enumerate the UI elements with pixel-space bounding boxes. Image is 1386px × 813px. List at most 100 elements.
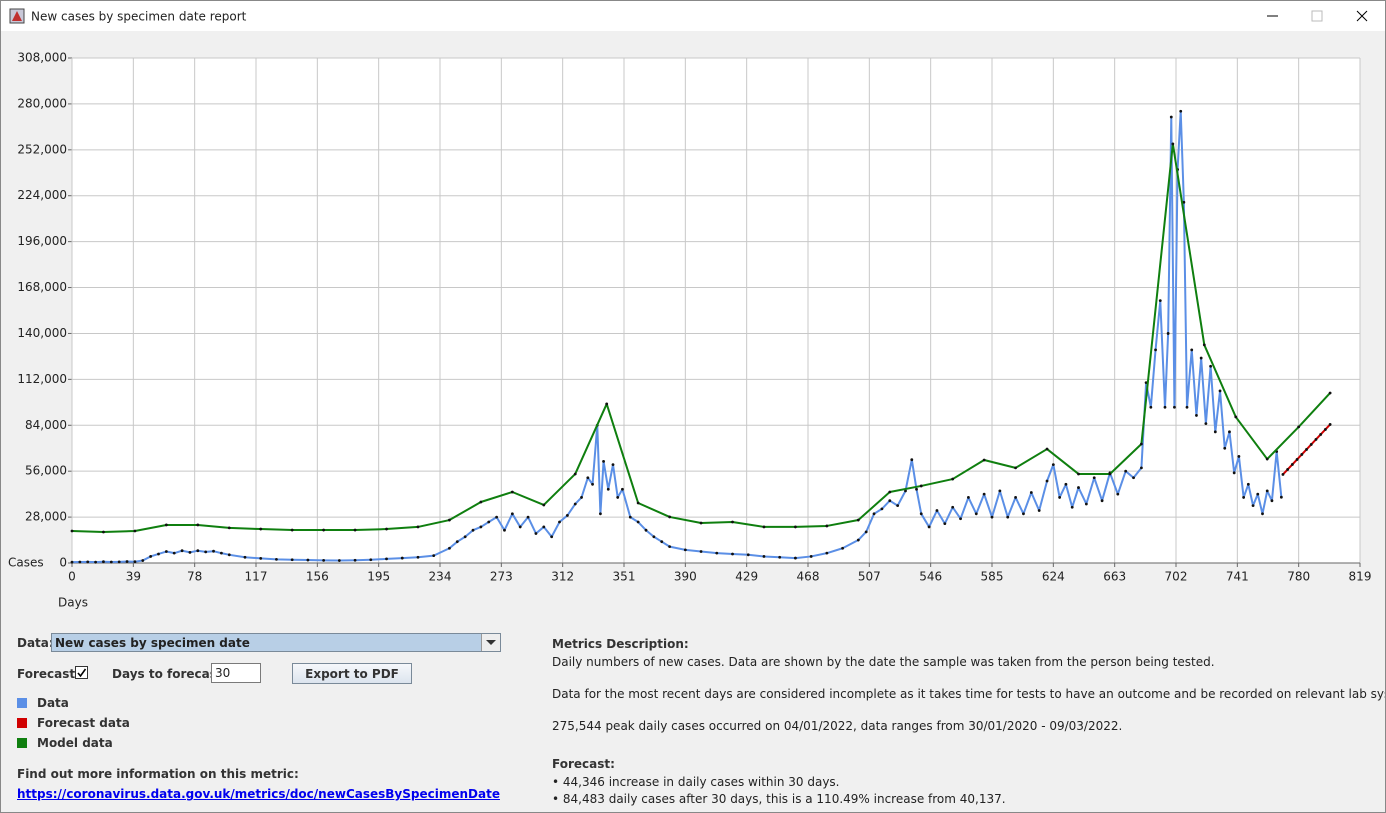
data-point xyxy=(1140,466,1143,470)
data-point xyxy=(1158,299,1162,303)
plot-area xyxy=(72,58,1360,563)
data-point xyxy=(856,518,860,522)
data-point xyxy=(573,472,577,476)
data-point xyxy=(204,550,208,554)
legend-label: Model data xyxy=(37,736,113,750)
data-point xyxy=(1058,496,1062,499)
data-point xyxy=(1154,348,1157,352)
data-point xyxy=(220,551,223,555)
x-tick-label: 507 xyxy=(858,570,881,584)
data-point xyxy=(259,557,263,560)
legend-swatch xyxy=(17,698,27,708)
data-point xyxy=(1202,343,1206,347)
data-point xyxy=(1045,479,1049,483)
data-point xyxy=(1242,496,1246,499)
data-point xyxy=(322,558,326,562)
forecast-heading: Forecast: xyxy=(552,757,615,771)
data-point xyxy=(212,549,215,553)
data-point xyxy=(1166,332,1170,335)
data-point xyxy=(1286,468,1290,471)
data-point xyxy=(621,487,624,491)
x-tick-label: 39 xyxy=(126,570,141,584)
data-point xyxy=(746,553,750,557)
data-point xyxy=(432,554,436,558)
data-point xyxy=(290,528,294,532)
data-point xyxy=(602,459,605,463)
y-tick-label: 308,000 xyxy=(17,51,67,65)
window-title: New cases by specimen date report xyxy=(31,10,247,24)
data-point xyxy=(180,549,184,553)
title-bar xyxy=(1,1,1385,31)
x-tick-label: 312 xyxy=(551,570,574,584)
data-point xyxy=(416,555,420,559)
data-point xyxy=(172,551,176,555)
data-point xyxy=(652,535,656,539)
data-point xyxy=(94,560,97,564)
data-point xyxy=(580,496,583,499)
data-point xyxy=(715,551,719,555)
data-point xyxy=(1297,425,1301,429)
data-point xyxy=(1295,458,1299,461)
y-tick-label: 224,000 xyxy=(17,188,67,202)
x-tick-label: 702 xyxy=(1165,570,1188,584)
data-label: Data: xyxy=(17,636,54,650)
y-tick-label: 140,000 xyxy=(17,326,67,340)
days-input[interactable] xyxy=(211,663,261,683)
dropdown-arrow[interactable] xyxy=(481,634,500,651)
data-point xyxy=(558,520,561,524)
data-point xyxy=(1190,348,1194,352)
data-point xyxy=(1084,502,1088,506)
data-dropdown[interactable]: New cases by specimen date xyxy=(51,633,501,652)
data-point xyxy=(1305,448,1308,451)
data-point xyxy=(1290,463,1294,466)
data-point xyxy=(915,487,918,491)
data-point xyxy=(880,507,884,511)
data-point xyxy=(149,555,153,558)
description-heading: Metrics Description: xyxy=(552,637,689,651)
info-heading: Find out more information on this metric… xyxy=(17,767,299,781)
data-point xyxy=(1064,482,1068,486)
data-point xyxy=(628,515,632,519)
data-point xyxy=(1100,499,1104,503)
data-point xyxy=(990,515,994,519)
description-text: Data for the most recent days are consid… xyxy=(552,687,1386,701)
data-point xyxy=(1045,447,1049,451)
y-tick-label: 196,000 xyxy=(17,234,67,248)
data-point xyxy=(1108,472,1112,476)
data-point xyxy=(1279,495,1283,499)
data-point xyxy=(927,525,931,529)
data-point xyxy=(1185,405,1189,409)
data-point xyxy=(762,525,766,529)
forecast-line: • 44,346 increase in daily cases within … xyxy=(552,775,840,789)
x-axis-label: Days xyxy=(58,596,88,610)
export-button[interactable]: Export to PDF xyxy=(292,663,412,684)
data-point xyxy=(951,505,955,509)
close-button[interactable] xyxy=(1356,10,1368,22)
data-point xyxy=(794,525,797,529)
x-tick-label: 195 xyxy=(367,570,390,584)
legend-label: Data xyxy=(37,696,69,710)
data-point xyxy=(668,545,672,549)
data-point xyxy=(141,559,145,562)
data-point xyxy=(856,538,860,542)
data-point xyxy=(982,458,986,462)
data-point xyxy=(982,492,986,496)
data-point xyxy=(1171,142,1175,146)
y-axis-label: Cases xyxy=(8,556,44,570)
data-point xyxy=(322,528,326,532)
data-point xyxy=(599,512,602,516)
data-point xyxy=(611,463,615,467)
maximize-button[interactable] xyxy=(1311,10,1323,22)
data-point xyxy=(117,560,121,564)
data-point xyxy=(731,520,734,524)
data-point xyxy=(974,512,978,516)
data-point xyxy=(1204,422,1208,426)
x-tick-label: 780 xyxy=(1287,570,1310,584)
data-point xyxy=(448,518,451,522)
data-point xyxy=(385,527,388,531)
info-link[interactable]: https://coronavirus.data.gov.uk/metrics/… xyxy=(17,787,500,801)
x-tick-label: 351 xyxy=(613,570,636,584)
forecast-checkbox[interactable] xyxy=(75,666,88,679)
data-point xyxy=(762,555,766,558)
data-point xyxy=(1140,442,1143,446)
